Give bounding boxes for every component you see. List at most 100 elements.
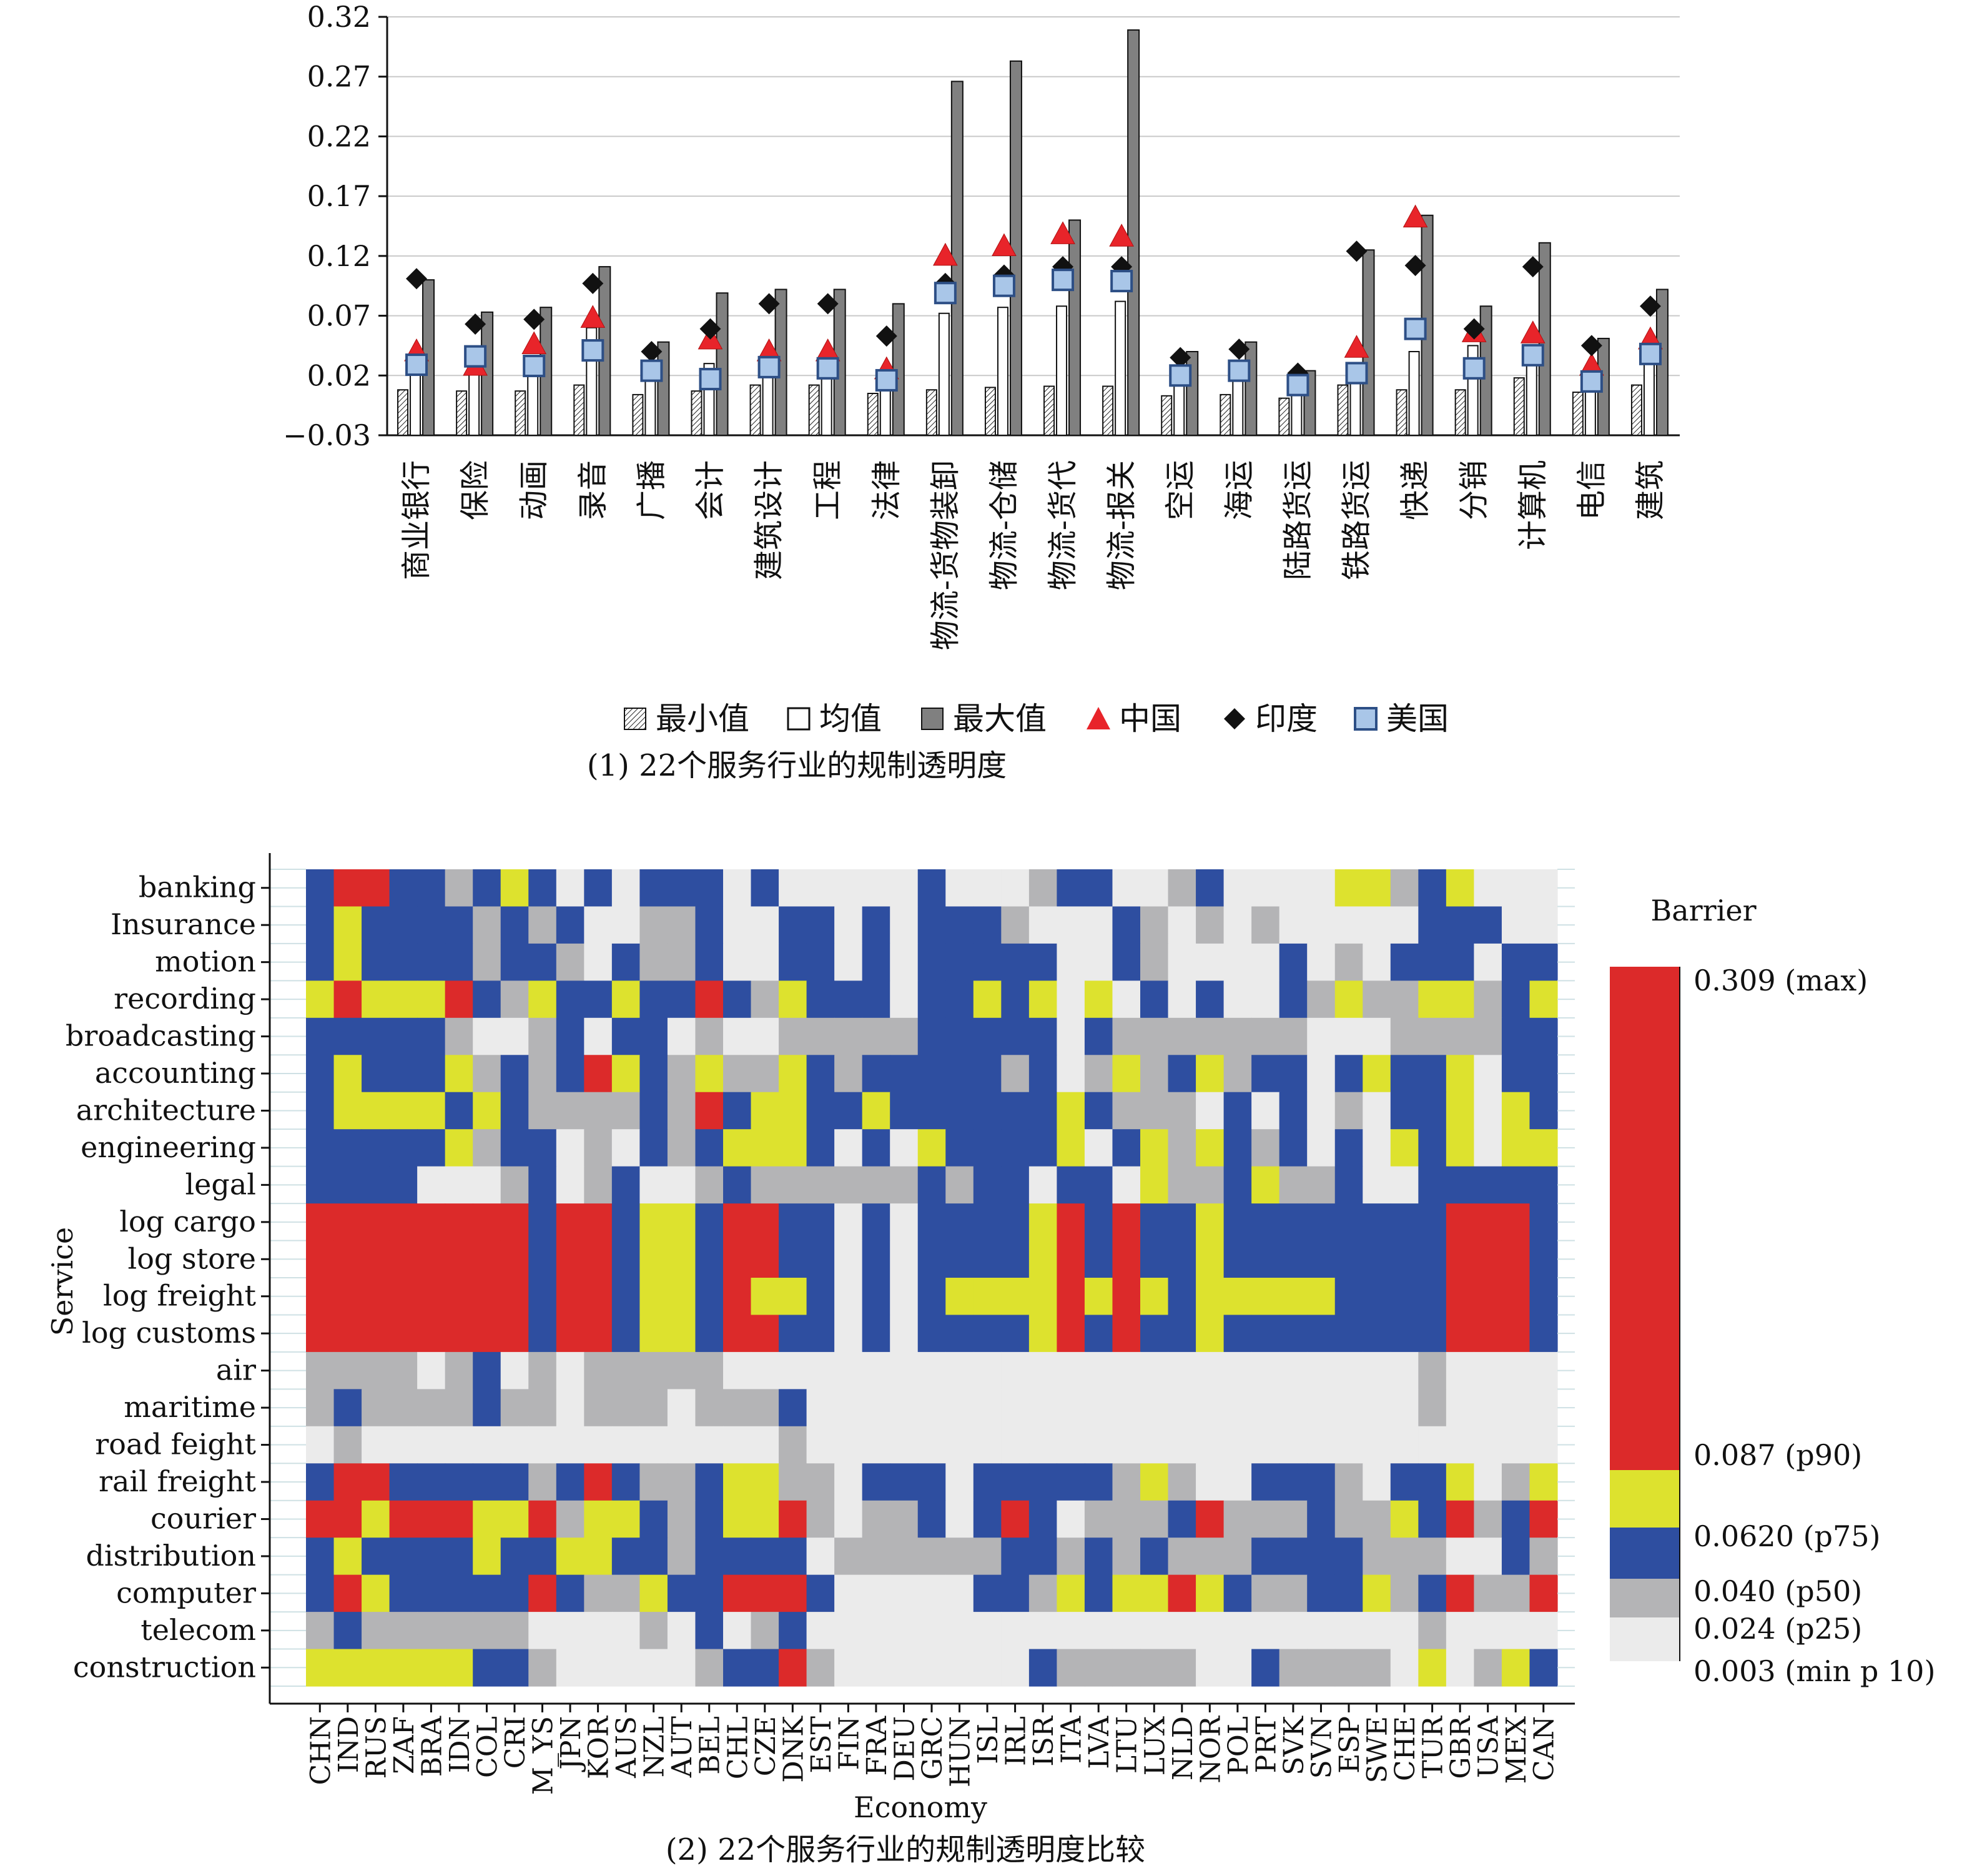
heatmap-cell xyxy=(806,943,835,981)
heatmap-cell xyxy=(445,943,473,981)
heatmap-cell xyxy=(695,1574,724,1612)
heatmap-cell xyxy=(945,943,974,981)
heatmap-cell xyxy=(806,1055,835,1093)
heatmap-cell xyxy=(584,943,613,981)
heatmap-cell xyxy=(973,1055,1002,1093)
bar-min xyxy=(1454,389,1466,436)
heatmap-cell xyxy=(473,1426,501,1464)
heatmap-cell xyxy=(1168,1092,1196,1130)
heatmap-cell xyxy=(584,1017,613,1055)
heatmap-cell xyxy=(779,1315,807,1353)
heatmap-cell xyxy=(1418,1055,1447,1093)
heatmap-cell xyxy=(445,1129,473,1167)
heatmap-cell xyxy=(834,980,863,1019)
heatmap-cell xyxy=(751,906,779,944)
heatmap-cell xyxy=(751,1092,779,1130)
heatmap-cell xyxy=(389,1129,418,1167)
heatmap-cell xyxy=(528,906,557,944)
marker-usa xyxy=(405,353,428,377)
heatmap-cell xyxy=(1279,1574,1308,1612)
heatmap-cell xyxy=(1168,1203,1196,1242)
heatmap-cell xyxy=(1390,1538,1419,1576)
category-label: 电信 xyxy=(1574,460,1609,520)
marker-usa xyxy=(1639,342,1662,365)
heatmap-cell xyxy=(667,1055,696,1093)
heatmap-cell xyxy=(695,1166,724,1204)
heatmap-cell xyxy=(917,1203,946,1242)
heatmap-cell xyxy=(1418,1092,1447,1130)
heatmap-cell xyxy=(584,1129,613,1167)
heatmap-cell xyxy=(333,980,362,1019)
heatmap-cell xyxy=(1168,943,1196,981)
heatmap-cell xyxy=(528,1055,557,1093)
heatmap-cell xyxy=(834,1129,863,1167)
heatmap-cell xyxy=(723,1055,752,1093)
heatmap-cell xyxy=(945,980,974,1019)
heatmap-cell xyxy=(862,1129,890,1167)
heatmap-cell xyxy=(1501,1649,1531,1687)
heatmap-cell xyxy=(473,1055,501,1093)
heatmap-cell xyxy=(500,1426,529,1464)
heatmap-cell xyxy=(333,1055,362,1093)
legend-label: 印度 xyxy=(1255,701,1318,737)
heatmap-cell xyxy=(1474,1203,1502,1242)
heatmap-cell xyxy=(445,1092,473,1130)
heatmap-cell xyxy=(584,1538,613,1576)
heatmap-cell xyxy=(1168,1017,1196,1055)
heatmap-cell xyxy=(389,1500,418,1538)
heatmap-cell xyxy=(890,1426,919,1464)
heatmap-cell xyxy=(834,1055,863,1093)
heatmap-cell xyxy=(1028,1538,1057,1576)
heatmap-cell xyxy=(528,1612,557,1650)
heatmap-cell xyxy=(1279,1612,1308,1650)
heatmap-cell xyxy=(917,1463,946,1501)
heatmap-cell xyxy=(1028,980,1057,1019)
heatmap-cell xyxy=(556,906,584,944)
heatmap-cell xyxy=(1028,1017,1057,1055)
heatmap-cell xyxy=(1390,1129,1419,1167)
heatmap-cell xyxy=(1418,1315,1447,1353)
heatmap-cell xyxy=(1196,1240,1225,1278)
heatmap-cell xyxy=(667,1240,696,1278)
heatmap-cell xyxy=(528,1463,557,1501)
heatmap-cell xyxy=(1418,1649,1447,1687)
heatmap-cell xyxy=(1307,1612,1336,1650)
heatmap-cell xyxy=(639,1538,668,1576)
heatmap-cell xyxy=(1529,1092,1558,1130)
economy-label: EST xyxy=(806,1716,837,1774)
heatmap-cell xyxy=(1196,1055,1225,1093)
heatmap-cell xyxy=(306,1500,335,1538)
heatmap-cell xyxy=(306,906,335,944)
heatmap-cell xyxy=(1112,1649,1141,1687)
heatmap-cell xyxy=(1112,869,1141,907)
category-label: 商业银行 xyxy=(399,460,434,580)
heatmap-cell xyxy=(1168,980,1196,1019)
heatmap-cell xyxy=(639,1612,668,1650)
heatmap-cell xyxy=(584,1278,613,1316)
heatmap-cell xyxy=(1474,1389,1502,1427)
heatmap-cell xyxy=(751,1463,779,1501)
heatmap-cell xyxy=(500,1463,529,1501)
heatmap-cell xyxy=(445,1278,473,1316)
marker-india xyxy=(582,272,604,294)
heatmap-cell xyxy=(667,1426,696,1464)
economy-label: AUT xyxy=(666,1716,698,1778)
heatmap-cell xyxy=(1418,1240,1447,1278)
heatmap-cell xyxy=(584,1351,613,1390)
economy-label: BEL xyxy=(694,1716,726,1775)
heatmap-cell xyxy=(973,980,1002,1019)
heatmap-cell xyxy=(723,1351,752,1390)
heatmap-cell xyxy=(1168,1055,1196,1093)
heatmap-cell xyxy=(1223,1574,1252,1612)
heatmap-cell xyxy=(806,1538,835,1576)
heatmap-cell xyxy=(500,1055,529,1093)
heatmap-cell xyxy=(1501,1574,1531,1612)
heatmap-cell xyxy=(834,1389,863,1427)
heatmap-cell xyxy=(473,1278,501,1316)
heatmap-cell xyxy=(890,906,919,944)
heatmap-cell xyxy=(695,1426,724,1464)
heatmap-cell xyxy=(779,1389,807,1427)
heatmap-cell xyxy=(779,1240,807,1278)
